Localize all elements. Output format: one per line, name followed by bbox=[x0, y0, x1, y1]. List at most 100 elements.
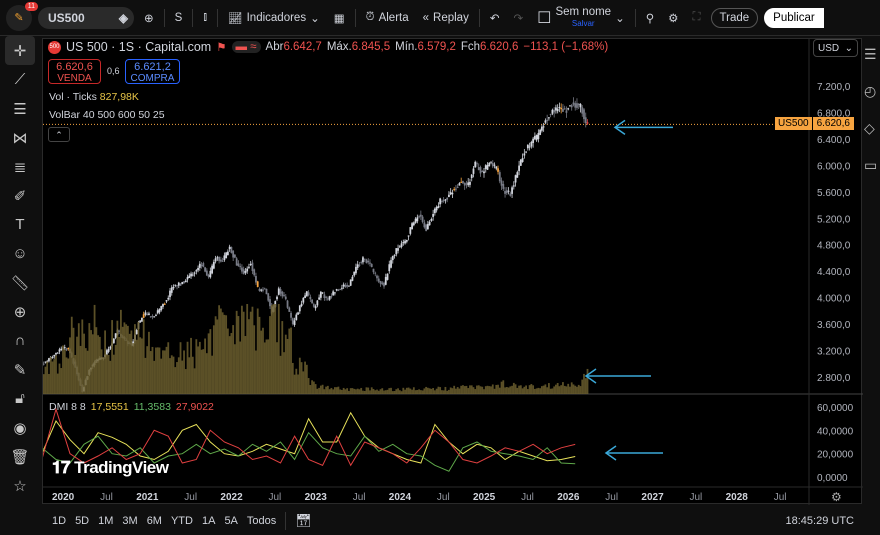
star-icon[interactable]: ☆ bbox=[13, 477, 27, 495]
trendline-icon[interactable]: ⟋ bbox=[14, 71, 26, 88]
volume-bar bbox=[216, 319, 219, 394]
replay-button[interactable]: «Replay bbox=[419, 12, 473, 24]
range-1a[interactable]: 1A bbox=[201, 514, 216, 527]
interval-button[interactable]: S bbox=[174, 11, 183, 24]
candle-body bbox=[307, 292, 310, 296]
lock-icon[interactable]: 🔓︎ bbox=[15, 390, 25, 407]
clock-icon[interactable]: ◴ bbox=[864, 83, 877, 99]
lock-drawing-icon[interactable]: ✎ bbox=[13, 361, 27, 379]
volume-bar bbox=[251, 306, 254, 394]
fib-icon[interactable]: ≣ bbox=[13, 158, 27, 176]
text-icon[interactable]: T bbox=[15, 216, 25, 233]
candle-body bbox=[516, 172, 519, 178]
brush-icon[interactable]: ✐ bbox=[13, 187, 27, 205]
watchlist-icon[interactable]: ☰ bbox=[864, 46, 877, 62]
range-5a[interactable]: 5A bbox=[224, 514, 238, 527]
zoom-icon[interactable]: ⊕ bbox=[13, 303, 27, 321]
candle-body bbox=[218, 256, 221, 262]
settings-button[interactable]: ⚙ bbox=[668, 12, 679, 25]
eye-icon[interactable]: ◉ bbox=[13, 419, 27, 437]
range-3m[interactable]: 3M bbox=[122, 514, 138, 527]
candle-body bbox=[395, 248, 398, 255]
indicators-button[interactable]: 📈︎ Indicadores ⌄ bbox=[224, 11, 324, 25]
chat-icon[interactable]: ▭ bbox=[864, 157, 878, 173]
candle-body bbox=[488, 162, 491, 167]
add-symbol-button[interactable]: ⊕ bbox=[140, 11, 158, 25]
buy-button[interactable]: 6.621,2 COMPRA bbox=[125, 59, 180, 84]
range-1d[interactable]: 1D bbox=[52, 514, 67, 527]
candle-body bbox=[467, 182, 470, 186]
chart-canvas[interactable]: 7.200,0 6.800,0 6.400,0 6.000,0 5.600,0 5.200… bbox=[41, 39, 863, 505]
trash-icon[interactable]: 🗑︎ bbox=[10, 448, 30, 466]
volume-bar bbox=[142, 319, 145, 394]
settings-gear-icon[interactable]: ⚙ bbox=[831, 490, 842, 504]
trade-button[interactable]: Trade bbox=[710, 7, 759, 28]
volume-bar bbox=[353, 388, 356, 394]
chart-area[interactable]: 7.200,0 6.800,0 6.400,0 6.000,0 5.600,0 5.200… bbox=[41, 38, 863, 505]
calendar-icon[interactable]: 📅︎ bbox=[295, 512, 312, 528]
candle-body bbox=[60, 348, 63, 350]
candle-body bbox=[523, 153, 526, 156]
ruler-icon[interactable]: 📏︎ bbox=[10, 274, 30, 292]
candle-body bbox=[476, 163, 478, 165]
candle-body bbox=[442, 199, 445, 202]
candle-body bbox=[372, 268, 375, 273]
candle-body bbox=[237, 263, 240, 267]
magnet-icon[interactable]: ∩ bbox=[14, 332, 26, 349]
candle-body bbox=[553, 109, 556, 113]
candle-body bbox=[239, 266, 242, 268]
templates-button[interactable]: ▦ bbox=[330, 11, 349, 25]
layout-button[interactable]: ☐ Sem nome Salvar ⌄ bbox=[533, 6, 629, 29]
volume-bar bbox=[95, 327, 98, 394]
candle-body bbox=[491, 162, 494, 167]
volume-bar bbox=[414, 390, 417, 394]
flag-icon[interactable]: ⚑ bbox=[216, 42, 227, 54]
alert-button[interactable]: ⏰︎ Alerta bbox=[362, 11, 413, 24]
avatar[interactable]: ✎ 11 bbox=[6, 1, 38, 31]
layers-icon[interactable]: ◇ bbox=[864, 120, 875, 136]
time-tick-label: 2022 bbox=[220, 492, 243, 503]
volume-bar bbox=[223, 314, 226, 394]
rewind-icon: « bbox=[422, 11, 430, 24]
sell-button[interactable]: 6.620,6 VENDA bbox=[48, 59, 101, 84]
volume-bar bbox=[546, 387, 549, 394]
time-tick-label: 2023 bbox=[305, 492, 328, 503]
candle-body bbox=[135, 330, 138, 335]
candle-body bbox=[63, 347, 66, 349]
volume-bar bbox=[98, 336, 101, 394]
candle-body bbox=[44, 361, 47, 363]
candle-body bbox=[144, 312, 147, 315]
chart-type-button[interactable]: ⫾ bbox=[199, 11, 211, 24]
range-5d[interactable]: 5D bbox=[75, 514, 90, 527]
undo-button[interactable]: ↶ bbox=[489, 12, 500, 25]
volume-bar bbox=[402, 387, 405, 394]
horizontal-lines-icon[interactable]: ☰ bbox=[13, 100, 27, 118]
publish-button[interactable]: Publicar bbox=[764, 7, 824, 28]
crosshair-icon[interactable]: ✛ bbox=[5, 36, 35, 65]
fullscreen-button[interactable]: ⛶ bbox=[692, 11, 701, 23]
bottom-toolbar: 1D 5D 1M 3M 6M YTD 1A 5A Todos 📅︎ 18:45:… bbox=[42, 506, 862, 535]
currency-select[interactable]: USD ⌄ bbox=[813, 39, 858, 57]
clock-time[interactable]: 18:45:29 UTC bbox=[785, 514, 854, 527]
range-ytd[interactable]: YTD bbox=[170, 514, 193, 527]
range-1m[interactable]: 1M bbox=[98, 514, 114, 527]
symbol-search[interactable]: US500 ◈ bbox=[38, 6, 134, 29]
volume-bar bbox=[134, 324, 136, 394]
pattern-icon[interactable]: ⋈ bbox=[12, 129, 28, 147]
volume-bar bbox=[244, 336, 247, 394]
emoji-icon[interactable]: ☺ bbox=[12, 245, 28, 262]
candle-body bbox=[579, 103, 582, 108]
candle-body bbox=[486, 165, 489, 170]
visibility-toggle[interactable]: ▬ ≈ bbox=[231, 41, 261, 53]
collapse-legend-button[interactable]: ⌃ bbox=[48, 127, 70, 142]
chevron-down-icon: ⌄ bbox=[310, 12, 320, 25]
range-6m[interactable]: 6M bbox=[146, 514, 162, 527]
range-all[interactable]: Todos bbox=[246, 514, 277, 527]
redo-button[interactable]: ↷ bbox=[513, 12, 524, 25]
volume-bar bbox=[191, 356, 194, 394]
quick-search-button[interactable]: ⚲ bbox=[645, 12, 655, 25]
candle-body bbox=[379, 281, 382, 284]
candle-body bbox=[519, 159, 522, 166]
price-tag-symbol: US500 bbox=[775, 117, 812, 130]
save-link[interactable]: Salvar bbox=[571, 18, 595, 28]
